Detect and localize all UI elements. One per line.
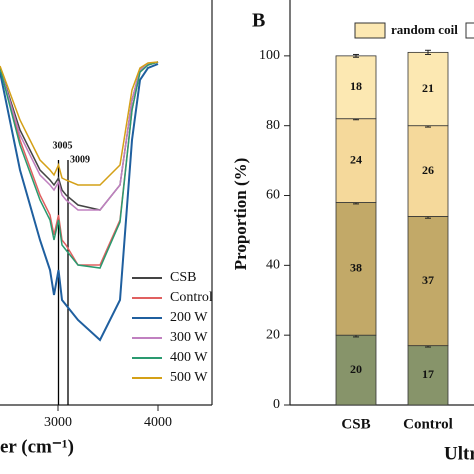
legend-swatch-partial (465, 22, 474, 39)
y-axis-title: Proportion (%) (231, 158, 250, 271)
data-label: 26 (422, 163, 434, 177)
y-tick-label: 20 (266, 327, 280, 342)
spectrum-line (0, 61, 159, 269)
y-tick-label: 100 (259, 48, 280, 63)
legend-label: CSB (170, 270, 196, 285)
data-label: 17 (422, 367, 434, 381)
data-label: 20 (350, 362, 362, 376)
legend-label: 200 W (170, 310, 208, 325)
legend-label: random coil (391, 22, 458, 37)
bar-segment (335, 118, 377, 203)
bar-segment (335, 202, 377, 336)
data-label: 21 (422, 81, 434, 95)
data-label: 24 (350, 152, 362, 166)
bar-segment (407, 125, 449, 217)
bar-segment (407, 51, 449, 127)
legend-label: 400 W (170, 350, 208, 365)
data-label: 18 (350, 79, 362, 93)
bar-segment (335, 55, 377, 120)
x-tick-label: CSB (341, 416, 370, 432)
x-tick-label: Control (403, 416, 453, 432)
x-tick-label: 3000 (44, 415, 72, 430)
legend-label: 500 W (170, 370, 208, 385)
spectrum-line (0, 61, 159, 211)
x-tick-label: 4000 (144, 415, 172, 430)
data-label: 38 (350, 261, 362, 275)
annotation-label: 3009 (70, 154, 90, 165)
y-tick-label: 60 (266, 188, 280, 203)
bar-segment (407, 216, 449, 347)
bar-segment (335, 334, 377, 406)
x-axis-title: er (cm⁻¹) (0, 436, 74, 457)
y-tick-label: 0 (273, 397, 280, 412)
panel-label: B (252, 10, 265, 32)
legend-swatch (354, 22, 386, 39)
y-tick-label: 40 (266, 258, 280, 273)
y-tick-label: 80 (266, 118, 280, 133)
spectrum-line (0, 61, 159, 186)
annotation-label: 3005 (53, 140, 73, 151)
spectrum-line (0, 63, 159, 342)
legend-label: 300 W (170, 330, 208, 345)
x-axis-title: Ultr (444, 443, 474, 464)
bar-segment (407, 345, 449, 406)
data-label: 37 (422, 273, 434, 287)
legend-label: Control (170, 290, 213, 305)
